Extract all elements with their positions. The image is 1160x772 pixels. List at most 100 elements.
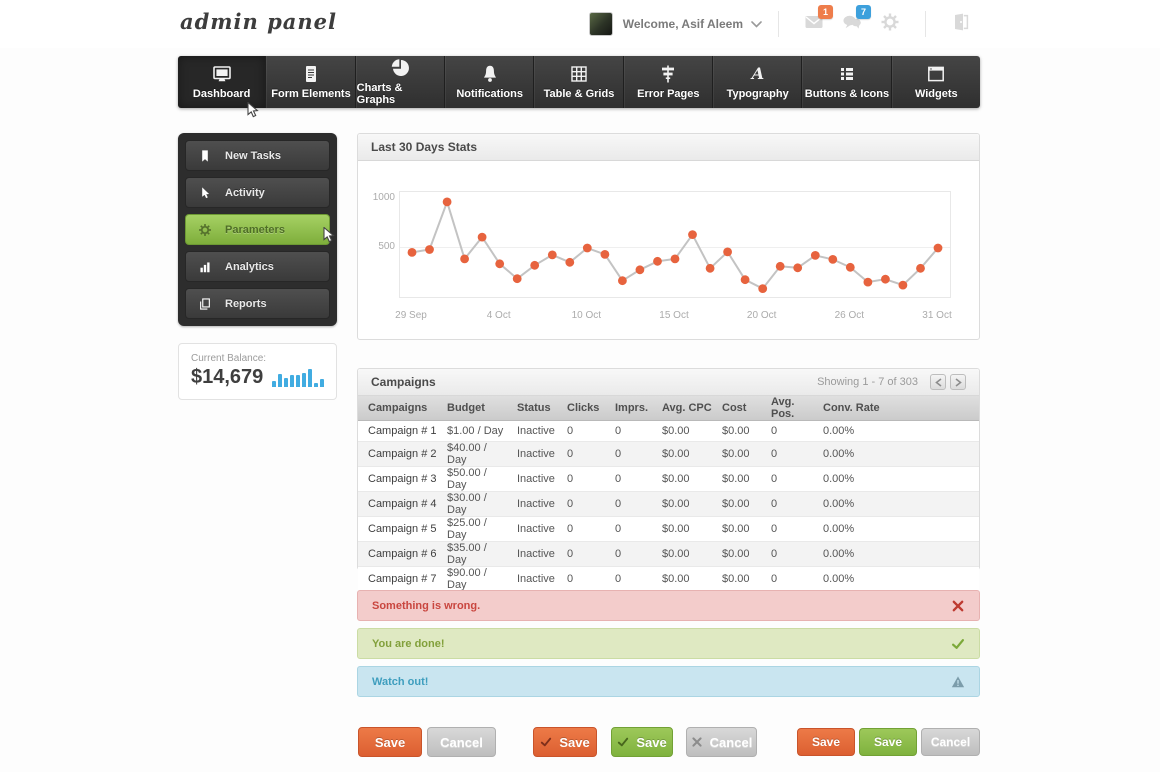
cancel-button[interactable]: Cancel (427, 727, 496, 757)
nav-tab-table-grids[interactable]: Table & Grids (534, 56, 624, 108)
table-cell: 0 (605, 491, 652, 517)
nav-tab-label: Buttons & Icons (804, 88, 890, 100)
table-row[interactable]: Campaign # 5 $25.00 / Day Inactive 0 0 $0.00 $… (358, 516, 979, 542)
window-icon (926, 64, 946, 84)
table-cell: $50.00 / Day (437, 466, 507, 492)
table-cell: $0.00 (712, 516, 761, 542)
table-row[interactable]: Campaign # 2 $40.00 / Day Inactive 0 0 $0.00 $… (358, 441, 979, 467)
alert-text: Something is wrong. (372, 599, 481, 612)
monitor-icon (212, 64, 232, 84)
chat-icon[interactable]: 7 (842, 4, 871, 37)
nav-tab-notifications[interactable]: Notifications (444, 56, 535, 108)
chevron-down-icon[interactable] (751, 20, 762, 28)
sidebar-item-parameters[interactable]: Parameters (185, 214, 330, 245)
logout-icon[interactable] (951, 12, 971, 37)
save-button[interactable]: Save (797, 728, 855, 756)
nav-tab-charts-graphs[interactable]: Charts & Graphs (355, 56, 445, 108)
button-label: Save (559, 734, 590, 750)
table-cell: $30.00 / Day (437, 491, 507, 517)
cancel-button[interactable]: Cancel (686, 727, 757, 757)
cancel-button[interactable]: Cancel (921, 728, 980, 756)
pager-next-button[interactable] (950, 374, 966, 390)
bell-icon (480, 64, 500, 84)
nav-tab-buttons-icons[interactable]: Buttons & Icons (802, 56, 892, 108)
nav-tab-dashboard[interactable]: Dashboard (178, 56, 267, 108)
pager-prev-button[interactable] (930, 374, 946, 390)
column-header-campaigns: Campaigns (358, 396, 437, 421)
button-label: Save (374, 734, 406, 750)
table-row[interactable]: Campaign # 3 $50.00 / Day Inactive 0 0 $0.00 $… (358, 466, 979, 492)
sidebar-item-analytics[interactable]: Analytics (185, 251, 330, 282)
sidebar-item-new-tasks[interactable]: New Tasks (185, 140, 330, 171)
balance-value: $14,679 (191, 366, 264, 388)
alert-text: Watch out! (372, 675, 429, 688)
button-label: Cancel (440, 734, 483, 750)
table-cell: $0.00 (652, 441, 712, 467)
table-cell: 0 (557, 491, 605, 517)
mini-bar (272, 381, 276, 387)
nav-tab-label: Table & Grids (543, 88, 615, 100)
column-header-avg-cpc: Avg. CPC (652, 396, 712, 421)
x-tick-label: 26 Oct (834, 310, 865, 321)
y-tick-label: 500 (378, 241, 395, 253)
table-cell: $0.00 (712, 466, 761, 492)
save-button[interactable]: Save (611, 727, 673, 757)
cross-icon[interactable] (951, 599, 965, 613)
mini-bar-chart-icon (272, 367, 324, 387)
button-label: Save (636, 734, 667, 750)
column-header-conv-rate: Conv. Rate (813, 396, 979, 421)
mini-bar (284, 378, 288, 387)
y-tick-label: 1000 (372, 191, 395, 203)
sidebar-item-activity[interactable]: Activity (185, 177, 330, 208)
table-row[interactable]: Campaign # 7 $90.00 / Day Inactive 0 0 $0.00 $… (358, 566, 979, 592)
table-cell: Inactive (507, 491, 557, 517)
column-header-clicks: Clicks (557, 396, 605, 421)
x-tick-label: 20 Oct (746, 310, 777, 321)
table-cell: 0 (557, 466, 605, 492)
nav-tab-form-elements[interactable]: Form Elements (266, 56, 356, 108)
table-cell: 0 (557, 516, 605, 542)
table-cell: Campaign # 5 (358, 516, 437, 542)
document-icon (301, 64, 321, 84)
nav-tab-error-pages[interactable]: Error Pages (623, 56, 713, 108)
table-cell: 0.00% (813, 516, 979, 542)
table-cell: 0 (605, 441, 652, 467)
chat-badge: 7 (856, 4, 871, 19)
app-logo: admin panel (180, 9, 337, 34)
save-button[interactable]: Save (859, 728, 917, 756)
column-header-imprs: Imprs. (605, 396, 652, 421)
table-row[interactable]: Campaign # 4 $30.00 / Day Inactive 0 0 $0.00 $… (358, 491, 979, 517)
campaigns-panel-header: Campaigns Showing 1 - 7 of 303 (358, 369, 979, 396)
table-cell: $0.00 (652, 466, 712, 492)
table-cell: $90.00 / Day (437, 566, 507, 592)
table-cell: 0 (761, 566, 813, 592)
mini-bar (320, 379, 324, 387)
table-cell: 0 (761, 441, 813, 467)
sidebar-item-label: New Tasks (225, 149, 282, 162)
table-cell: $1.00 / Day (437, 420, 507, 442)
save-button[interactable]: Save (533, 727, 597, 757)
table-row[interactable]: Campaign # 1 $1.00 / Day Inactive 0 0 $0.00 $0… (358, 420, 979, 442)
showing-text: Showing 1 - 7 of 303 (817, 376, 918, 388)
mini-bar (290, 375, 294, 387)
table-cell: Campaign # 2 (358, 441, 437, 467)
table-cell: $0.00 (712, 566, 761, 592)
nav-tab-label: Notifications (456, 88, 523, 100)
nav-tab-typography[interactable]: A Typography (712, 56, 803, 108)
gear-icon[interactable] (880, 12, 900, 37)
chat-bubbles-icon (842, 12, 862, 32)
avatar[interactable] (588, 12, 613, 36)
table-cell: 0.00% (813, 541, 979, 567)
nav-tab-widgets[interactable]: Widgets (891, 56, 980, 108)
sidebar-item-reports[interactable]: Reports (185, 288, 330, 319)
mail-icon[interactable]: 1 (804, 4, 833, 37)
balance-widget: Current Balance: $14,679 (178, 343, 337, 400)
nav-tab-label: Widgets (914, 88, 958, 100)
table-header-row: Campaigns Budget Status Clicks Imprs. Avg. CP… (358, 396, 979, 421)
table-row[interactable]: Campaign # 6 $35.00 / Day Inactive 0 0 $0.00 $… (358, 541, 979, 567)
settings-gear-icon (880, 12, 900, 32)
sidebar-item-label: Reports (225, 297, 267, 310)
table-cell: Campaign # 6 (358, 541, 437, 567)
save-button[interactable]: Save (358, 727, 422, 757)
table-cell: Campaign # 3 (358, 466, 437, 492)
